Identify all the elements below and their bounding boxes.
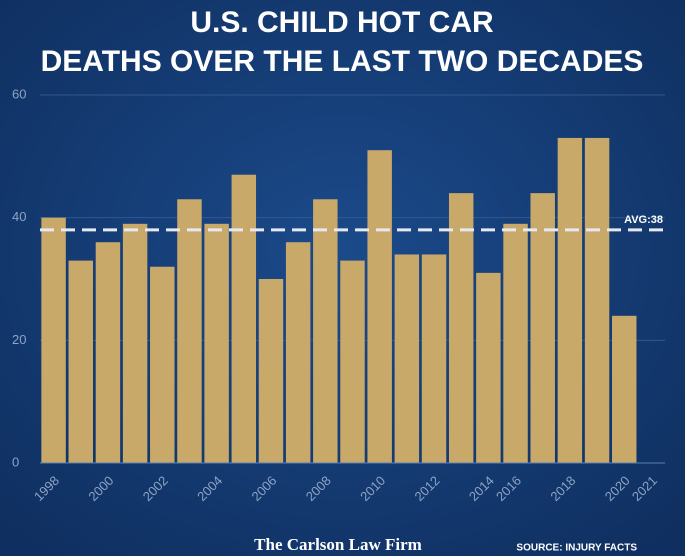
bar [394, 254, 420, 463]
bar [285, 242, 311, 463]
bar [68, 260, 93, 463]
y-tick-label: 60 [12, 86, 26, 101]
bar [476, 272, 501, 463]
bar [41, 217, 66, 463]
bar [530, 193, 555, 463]
bar [421, 254, 447, 463]
bar [367, 150, 392, 463]
bar [557, 137, 583, 463]
bar [258, 279, 284, 463]
bar [204, 223, 229, 463]
footer: The Carlson Law Firm [254, 535, 422, 554]
bar [448, 193, 474, 463]
chart-title: DEATHS OVER THE LAST TWO DECADES [41, 45, 644, 78]
bar [95, 242, 121, 463]
bar [231, 174, 257, 463]
bar [612, 315, 637, 463]
y-tick-label: 40 [12, 209, 26, 224]
bar [122, 223, 148, 463]
bar [584, 137, 610, 463]
chart-title: U.S. CHILD HOT CAR [190, 6, 494, 39]
bar [313, 199, 338, 463]
source: SOURCE: INJURY FACTS [516, 543, 637, 554]
bar [150, 266, 175, 463]
bar [340, 260, 365, 463]
bar [503, 223, 528, 463]
y-tick-label: 0 [12, 454, 19, 469]
average-label: AVG:38 [624, 214, 663, 226]
y-tick-label: 20 [12, 332, 26, 347]
bar [177, 199, 202, 463]
